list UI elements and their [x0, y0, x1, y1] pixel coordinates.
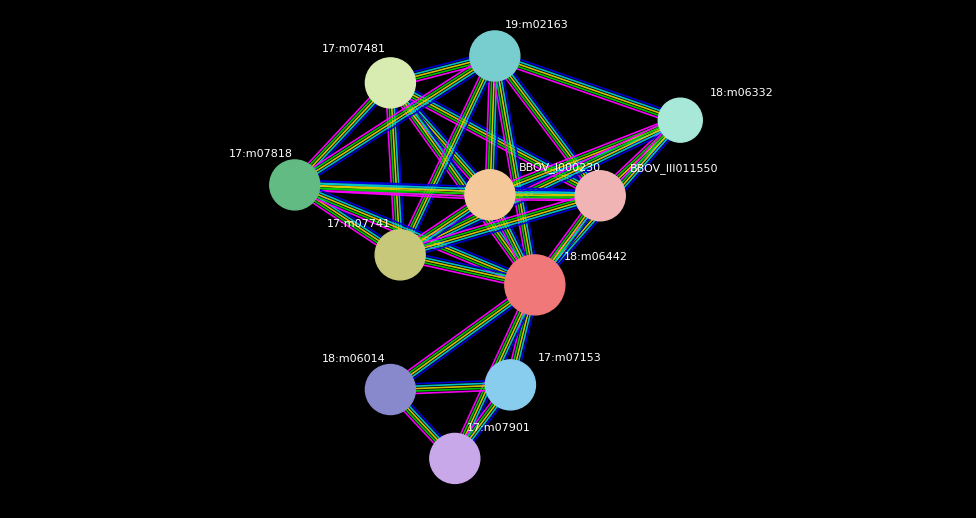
- Text: 17:m07901: 17:m07901: [467, 423, 530, 433]
- Ellipse shape: [429, 434, 480, 483]
- Text: 19:m02163: 19:m02163: [505, 20, 568, 30]
- Ellipse shape: [375, 230, 426, 280]
- Text: 17:m07153: 17:m07153: [538, 353, 601, 363]
- Ellipse shape: [365, 58, 416, 108]
- Ellipse shape: [465, 170, 515, 220]
- Text: BBOV_I000230: BBOV_I000230: [519, 162, 601, 173]
- Ellipse shape: [269, 160, 320, 210]
- Ellipse shape: [575, 171, 626, 221]
- Text: 18:m06332: 18:m06332: [710, 89, 773, 98]
- Ellipse shape: [505, 255, 565, 315]
- Ellipse shape: [365, 365, 416, 414]
- Ellipse shape: [658, 98, 703, 142]
- Text: 17:m07741: 17:m07741: [326, 219, 390, 229]
- Text: BBOV_III011550: BBOV_III011550: [630, 163, 718, 174]
- Ellipse shape: [485, 360, 536, 410]
- Text: 17:m07481: 17:m07481: [321, 45, 386, 54]
- Text: 17:m07818: 17:m07818: [228, 149, 293, 159]
- Text: 18:m06014: 18:m06014: [322, 354, 386, 364]
- Text: 18:m06442: 18:m06442: [564, 252, 629, 262]
- Ellipse shape: [469, 31, 520, 81]
